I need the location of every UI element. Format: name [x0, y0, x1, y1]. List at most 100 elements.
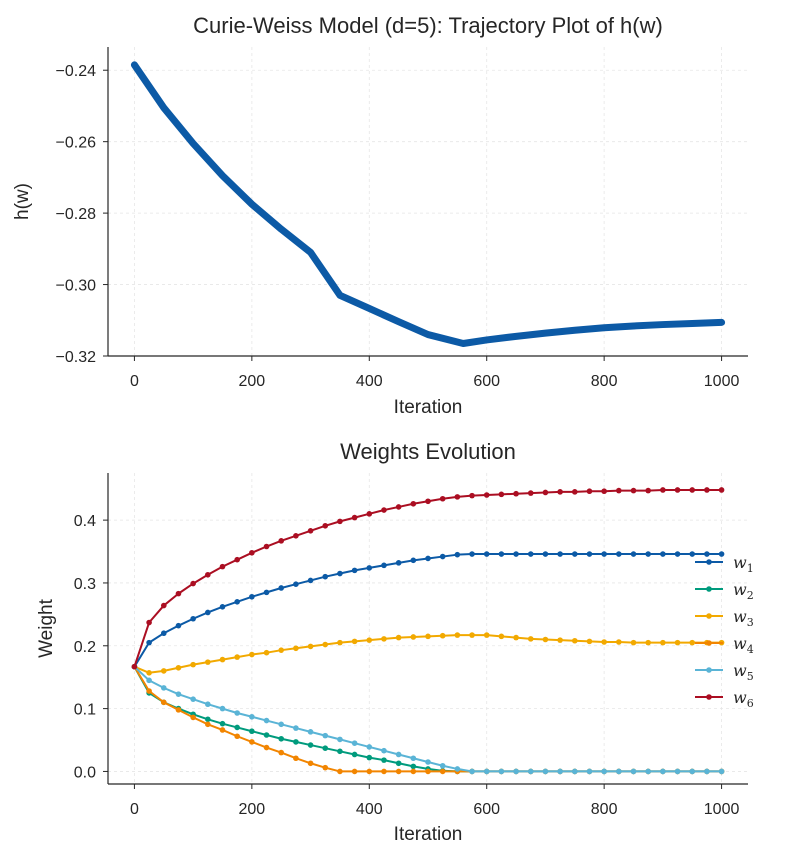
w2-data-point — [263, 732, 270, 738]
w6-data-point — [146, 619, 152, 626]
w5-data-point — [571, 768, 578, 775]
legend-entry-subscript: 2 — [747, 589, 754, 602]
hw-series-line — [130, 61, 726, 347]
w6-data-point — [351, 514, 358, 521]
w5-data-point — [527, 768, 534, 775]
w5-data-point — [645, 768, 651, 775]
w6-data-point — [704, 487, 710, 493]
w1-data-point — [146, 639, 152, 646]
w1-data-point — [160, 630, 167, 637]
w3-data-point — [322, 641, 329, 648]
legend-entry-label: w4 — [733, 634, 754, 656]
w1-data-point — [704, 551, 710, 557]
w6-data-point — [263, 543, 270, 550]
w6-data-point — [337, 518, 343, 525]
y-tick-label: 0.4 — [74, 513, 96, 530]
w4-data-point — [205, 721, 211, 728]
y-tick-label: −0.32 — [56, 349, 97, 366]
w4-data-point — [249, 739, 255, 745]
w1-data-point — [469, 551, 475, 557]
w1-series-line — [133, 553, 722, 668]
y-tick-label: −0.26 — [56, 135, 97, 152]
w5-data-point — [395, 751, 402, 758]
w1-data-point — [630, 551, 637, 557]
x-tick-label: 0 — [130, 801, 139, 818]
w3-data-point — [439, 632, 446, 639]
w5-data-point — [630, 768, 637, 775]
w2-data-point — [322, 745, 329, 751]
w4-data-point — [190, 714, 196, 721]
legend-swatch-marker — [706, 613, 712, 619]
legend-entry-name: w — [733, 661, 747, 680]
w2-data-point — [234, 724, 240, 731]
w6-data-point — [718, 487, 725, 493]
w4-data-point — [366, 768, 373, 775]
w6-data-point — [381, 507, 387, 513]
w6-data-point — [454, 494, 461, 500]
w5-data-point — [483, 768, 490, 775]
w6-data-point — [542, 489, 549, 496]
w1-data-point — [527, 551, 534, 557]
w1-data-point — [498, 551, 505, 557]
w3-data-point — [630, 639, 637, 646]
w1-data-point — [307, 577, 314, 584]
w3-data-point — [381, 636, 387, 642]
w4-data-point — [263, 744, 270, 751]
w1-data-point — [645, 551, 651, 557]
w5-data-point — [660, 768, 666, 775]
w3-data-point — [425, 633, 431, 640]
x-tick-label: 400 — [356, 373, 383, 390]
w3-data-point — [160, 668, 167, 674]
w4-data-point — [410, 768, 417, 775]
w6-data-point — [571, 489, 578, 495]
x-axis-label: Iteration — [394, 397, 463, 418]
w1-data-point — [542, 551, 549, 557]
w5-data-point — [542, 768, 549, 775]
w5-data-point — [674, 768, 681, 775]
w1-data-point — [483, 551, 490, 557]
w4-data-point — [351, 768, 358, 775]
w3-data-point — [175, 664, 182, 671]
w5-data-point — [278, 721, 285, 728]
w3-data-point — [454, 632, 461, 638]
w1-data-point — [278, 585, 285, 591]
w3-data-point — [293, 645, 299, 652]
w3-data-point — [395, 634, 402, 641]
series-group — [131, 487, 725, 775]
w6-data-point — [175, 590, 182, 597]
w3-data-point — [674, 639, 681, 646]
w6-data-point — [660, 487, 666, 493]
w2-series-line — [133, 666, 722, 773]
legend-swatch-marker — [706, 586, 712, 592]
w1-data-point — [395, 560, 402, 566]
legend-entry-name: w — [733, 607, 747, 626]
w6-data-point — [205, 571, 211, 578]
w5-data-point — [601, 768, 607, 775]
y-tick-label: −0.24 — [56, 63, 97, 80]
w3-data-point — [616, 639, 622, 645]
y-tick-label: 0.0 — [74, 764, 96, 781]
w6-data-point — [630, 487, 637, 494]
w4-data-point — [439, 768, 446, 775]
w5-data-point — [146, 677, 152, 684]
x-tick-label: 800 — [591, 801, 618, 818]
w1-data-point — [175, 622, 182, 629]
w5-data-point — [234, 710, 240, 716]
w1-data-point — [263, 589, 270, 596]
w1-data-point — [381, 562, 387, 569]
w5-data-point — [205, 701, 211, 708]
x-tick-label: 1000 — [704, 373, 740, 390]
y-tick-label: −0.30 — [56, 278, 97, 295]
legend-entry-name: w — [733, 553, 747, 572]
w5-data-point — [616, 768, 622, 775]
w4-data-point — [234, 733, 240, 740]
w3-data-point — [557, 637, 563, 643]
w6-data-point — [249, 549, 255, 556]
w3-data-point — [307, 643, 314, 650]
w4-data-point — [293, 755, 299, 762]
w4-data-point — [278, 749, 285, 756]
w3-data-point — [660, 639, 666, 646]
w4-data-point — [219, 727, 226, 733]
